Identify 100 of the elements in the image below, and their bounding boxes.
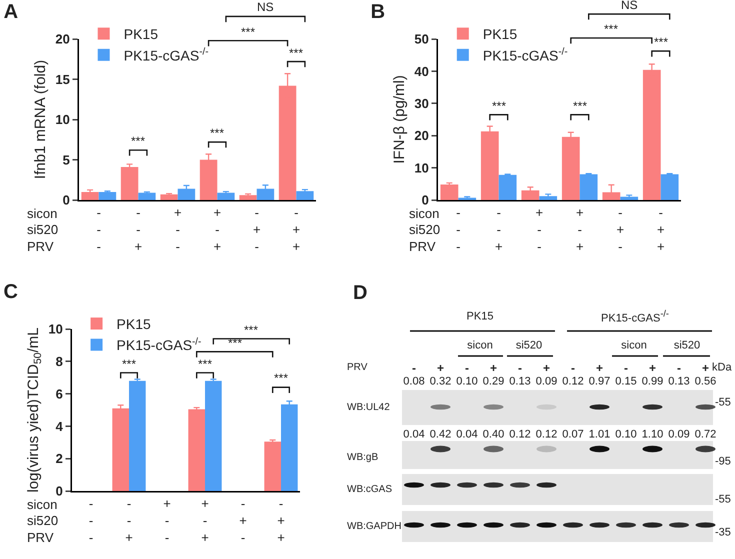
text: NS: [257, 0, 274, 14]
text: -: [677, 361, 681, 375]
bar: [129, 380, 146, 491]
bar: [256, 188, 274, 200]
annotation: ***: [228, 336, 242, 350]
text: PK15: [466, 310, 494, 322]
annotation: ***: [274, 371, 288, 385]
y-tick-label: 2: [56, 451, 63, 466]
chart-title: C: [3, 281, 18, 304]
x-tick-label: - - +: [134, 205, 142, 254]
text: NS: [621, 0, 638, 12]
text: PK15-cGAS$^{-/-}$: [601, 308, 669, 324]
y-tick-label: 0: [62, 192, 70, 208]
text: WB:GAPDH: [347, 521, 402, 532]
text: 0.12: [536, 428, 558, 440]
legend-label: PK15: [116, 316, 152, 332]
x-tick-label: - - -: [88, 496, 94, 545]
text: 0.72: [694, 428, 716, 440]
y-tick-label: 6: [56, 386, 63, 402]
text: PRV: [347, 362, 368, 373]
x-tick-label: - + -: [239, 496, 247, 545]
text: 0.32: [430, 376, 452, 388]
text: -: [518, 361, 522, 375]
bar: [440, 184, 458, 200]
x-tick-label: - + -: [252, 205, 261, 254]
text: +: [596, 361, 604, 375]
y-tick-label: 20: [414, 128, 429, 144]
x-tick-label: + - +: [201, 496, 209, 545]
text: 0.12: [509, 428, 531, 440]
text: 0.08: [403, 376, 425, 388]
legend-label: PK15: [482, 26, 518, 42]
annotation: ***: [122, 357, 136, 371]
text: 0.13: [668, 376, 690, 388]
text: sicon: [27, 497, 58, 512]
y-tick-label: 40: [414, 64, 429, 79]
legend-label: PK15-cGAS$^{-/-}$: [482, 46, 568, 64]
y-tick-label: 10: [55, 112, 70, 128]
annotation: ***: [241, 25, 256, 39]
bar: [281, 404, 298, 491]
text: -: [571, 361, 575, 375]
y-tick-label: 15: [55, 72, 70, 87]
text: 1.10: [642, 428, 664, 440]
text: 0.04: [403, 428, 425, 440]
text: si520: [27, 222, 58, 237]
y-tick-label: 10: [48, 322, 63, 337]
bar: [120, 167, 138, 200]
x-tick-label: - - -: [456, 205, 460, 254]
x-tick-label: + - -: [174, 205, 182, 254]
x-tick-label: + - -: [163, 496, 171, 545]
text: 0.04: [456, 428, 478, 440]
text: si520: [409, 222, 440, 237]
x-tick-label: - - +: [125, 496, 133, 545]
text: +: [542, 361, 550, 375]
annotation: ***: [654, 35, 668, 49]
bar: [98, 192, 116, 200]
legend-label: PK15-cGAS$^{-/-}$: [124, 46, 208, 64]
text: WB:UL42: [347, 402, 390, 413]
y-axis-title: Ifnb1 mRNA (fold): [32, 60, 49, 180]
bar: [81, 192, 99, 200]
text: si520: [516, 340, 542, 352]
text: 0.13: [509, 376, 531, 388]
text: PRV: [409, 239, 436, 254]
annotation: ***: [210, 126, 224, 140]
y-tick-label: 10: [414, 160, 429, 176]
text: +: [648, 361, 656, 375]
x-tick-label: - + -: [616, 205, 624, 254]
text: +: [702, 361, 710, 375]
y-tick-label: 20: [55, 32, 70, 47]
x-tick-label: - - -: [96, 205, 101, 254]
text: -95: [715, 456, 731, 468]
x-tick-label: - + +: [277, 496, 285, 545]
x-tick-label: - + +: [292, 205, 300, 254]
text: 0.56: [694, 376, 716, 388]
text: WB:cGAS: [347, 484, 392, 495]
annotation: ***: [198, 357, 212, 371]
bar: [521, 190, 540, 200]
annotation: ***: [289, 46, 304, 60]
text: sicon: [27, 206, 58, 221]
text: WB:gB: [347, 452, 378, 463]
text: 0.29: [482, 376, 504, 388]
text: -55: [715, 494, 731, 506]
y-tick-label: 0: [422, 192, 429, 208]
x-tick-label: + - -: [535, 205, 544, 254]
annotation: ***: [244, 323, 258, 337]
bar: [205, 380, 222, 491]
text: sicon: [621, 340, 647, 352]
text: 0.15: [615, 376, 637, 388]
annotation: ***: [573, 99, 588, 113]
y-tick-label: 50: [414, 32, 429, 47]
text: sicon: [409, 206, 440, 221]
text: 1.01: [588, 428, 610, 440]
bar: [239, 195, 257, 200]
text: si520: [27, 513, 58, 528]
text: +: [490, 361, 498, 375]
text: -: [412, 361, 416, 375]
text: 0.99: [642, 376, 664, 388]
text: PRV: [27, 239, 54, 254]
text: 0.09: [536, 376, 558, 388]
text: 0.10: [456, 376, 478, 388]
legend-label: PK15-cGAS$^{-/-}$: [116, 336, 202, 354]
